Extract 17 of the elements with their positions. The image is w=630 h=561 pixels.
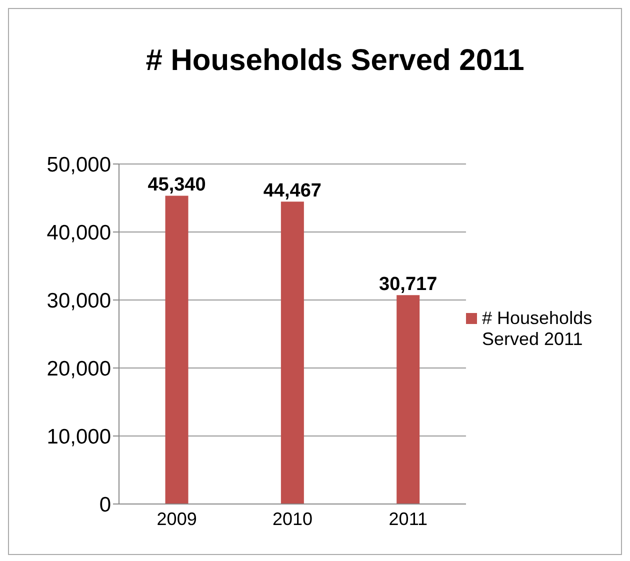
y-tick-label: 50,000 bbox=[46, 153, 111, 176]
y-tick-label: 40,000 bbox=[46, 221, 111, 244]
y-tick-label: 30,000 bbox=[46, 289, 111, 312]
x-tick-label: 2010 bbox=[272, 508, 313, 529]
bar bbox=[165, 196, 188, 504]
bar bbox=[280, 202, 304, 504]
bar bbox=[396, 295, 420, 504]
x-tick-label: 2011 bbox=[388, 508, 428, 529]
x-tick-label: 2009 bbox=[156, 508, 197, 529]
data-label: 45,340 bbox=[148, 174, 206, 196]
legend-label: # Households Served 2011 bbox=[482, 308, 594, 350]
y-tick-label: 0 bbox=[99, 493, 111, 516]
chart-title: # Households Served 2011 bbox=[144, 43, 526, 79]
data-label: 30,717 bbox=[379, 274, 438, 296]
data-label: 44,467 bbox=[263, 180, 322, 202]
y-tick-label: 10,000 bbox=[46, 425, 111, 448]
y-tick-label: 20,000 bbox=[46, 357, 111, 380]
